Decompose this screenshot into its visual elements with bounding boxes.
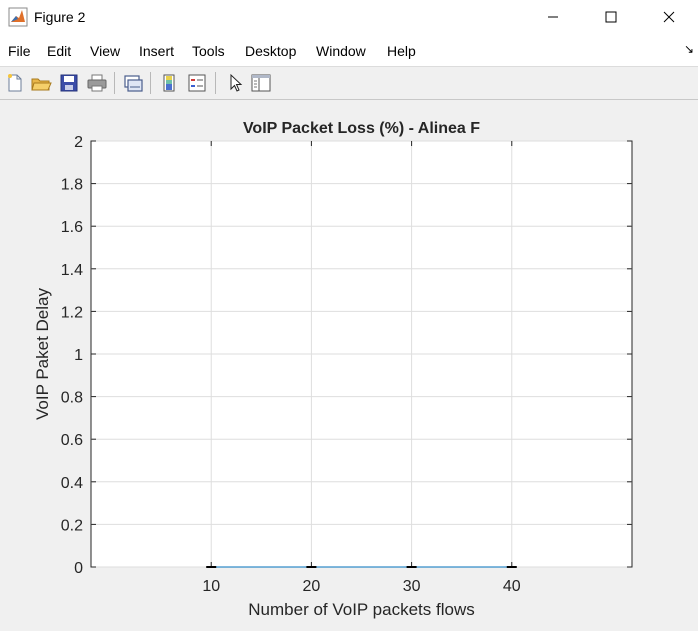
y-tick-label: 0.6 [61,432,83,449]
y-tick-label: 0.8 [61,390,83,407]
matlab-icon [8,7,28,27]
y-tick-label: 0.4 [61,475,83,492]
menu-file[interactable]: File [8,43,31,59]
link-plot-icon[interactable] [122,72,144,94]
save-icon[interactable] [58,72,80,94]
menu-edit[interactable]: Edit [47,43,72,59]
x-tick-label: 40 [503,578,521,595]
print-icon[interactable] [86,72,108,94]
minimize-button[interactable] [530,0,576,34]
maximize-icon [605,11,617,23]
menu-bar: File Edit View Insert Tools Desktop Wind… [0,36,698,66]
edit-plot-arrow-icon[interactable] [224,72,246,94]
y-tick-label: 0.2 [61,517,83,534]
menu-desktop[interactable]: Desktop [245,43,297,59]
menu-help[interactable]: Help [387,43,416,59]
y-axis-label: VoIP Paket Delay [33,288,52,420]
grid [91,140,632,568]
x-tick-label: 30 [403,578,421,595]
x-tick-label: 20 [303,578,321,595]
maximize-button[interactable] [588,0,634,34]
ticks: 0 0.2 0.4 0.6 0.8 1 1.2 1.4 1.6 1.8 2 10 20 30 40 [61,134,632,595]
x-tick-label: 10 [202,578,220,595]
toolbar-separator [215,72,216,94]
property-inspector-icon[interactable] [250,72,272,94]
menu-tools[interactable]: Tools [192,43,225,59]
dock-arrow-icon[interactable]: ↘ [683,42,694,56]
y-tick-label: 1.8 [61,177,83,194]
figure-canvas: 0 0.2 0.4 0.6 0.8 1 1.2 1.4 1.6 1.8 2 10 20 30 40 VoIP… [0,99,698,626]
new-figure-icon[interactable] [4,72,26,94]
y-tick-label: 0 [74,560,83,577]
window-title: Figure 2 [34,9,86,25]
insert-colorbar-icon[interactable] [158,72,180,94]
chart: 0 0.2 0.4 0.6 0.8 1 1.2 1.4 1.6 1.8 2 10 20 30 40 VoIP… [33,120,633,619]
y-tick-label: 1.4 [61,262,83,279]
chart-title: VoIP Packet Loss (%) - Alinea F [243,120,480,137]
x-axis-label: Number of VoIP packets flows [248,600,474,619]
y-tick-label: 1.6 [61,219,83,236]
insert-legend-icon[interactable] [186,72,208,94]
menu-window[interactable]: Window [316,43,366,59]
menu-view[interactable]: View [90,43,121,59]
open-file-icon[interactable] [30,72,52,94]
toolbar-separator [114,72,115,94]
close-button[interactable] [646,0,692,34]
figure-toolbar [0,66,698,100]
close-icon [663,11,675,23]
y-tick-label: 1 [74,347,83,364]
y-tick-label: 1.2 [61,304,83,321]
toolbar-separator [150,72,151,94]
y-tick-label: 2 [74,134,83,151]
menu-insert[interactable]: Insert [139,43,175,59]
minimize-icon [548,16,558,18]
title-bar: Figure 2 [0,0,698,36]
